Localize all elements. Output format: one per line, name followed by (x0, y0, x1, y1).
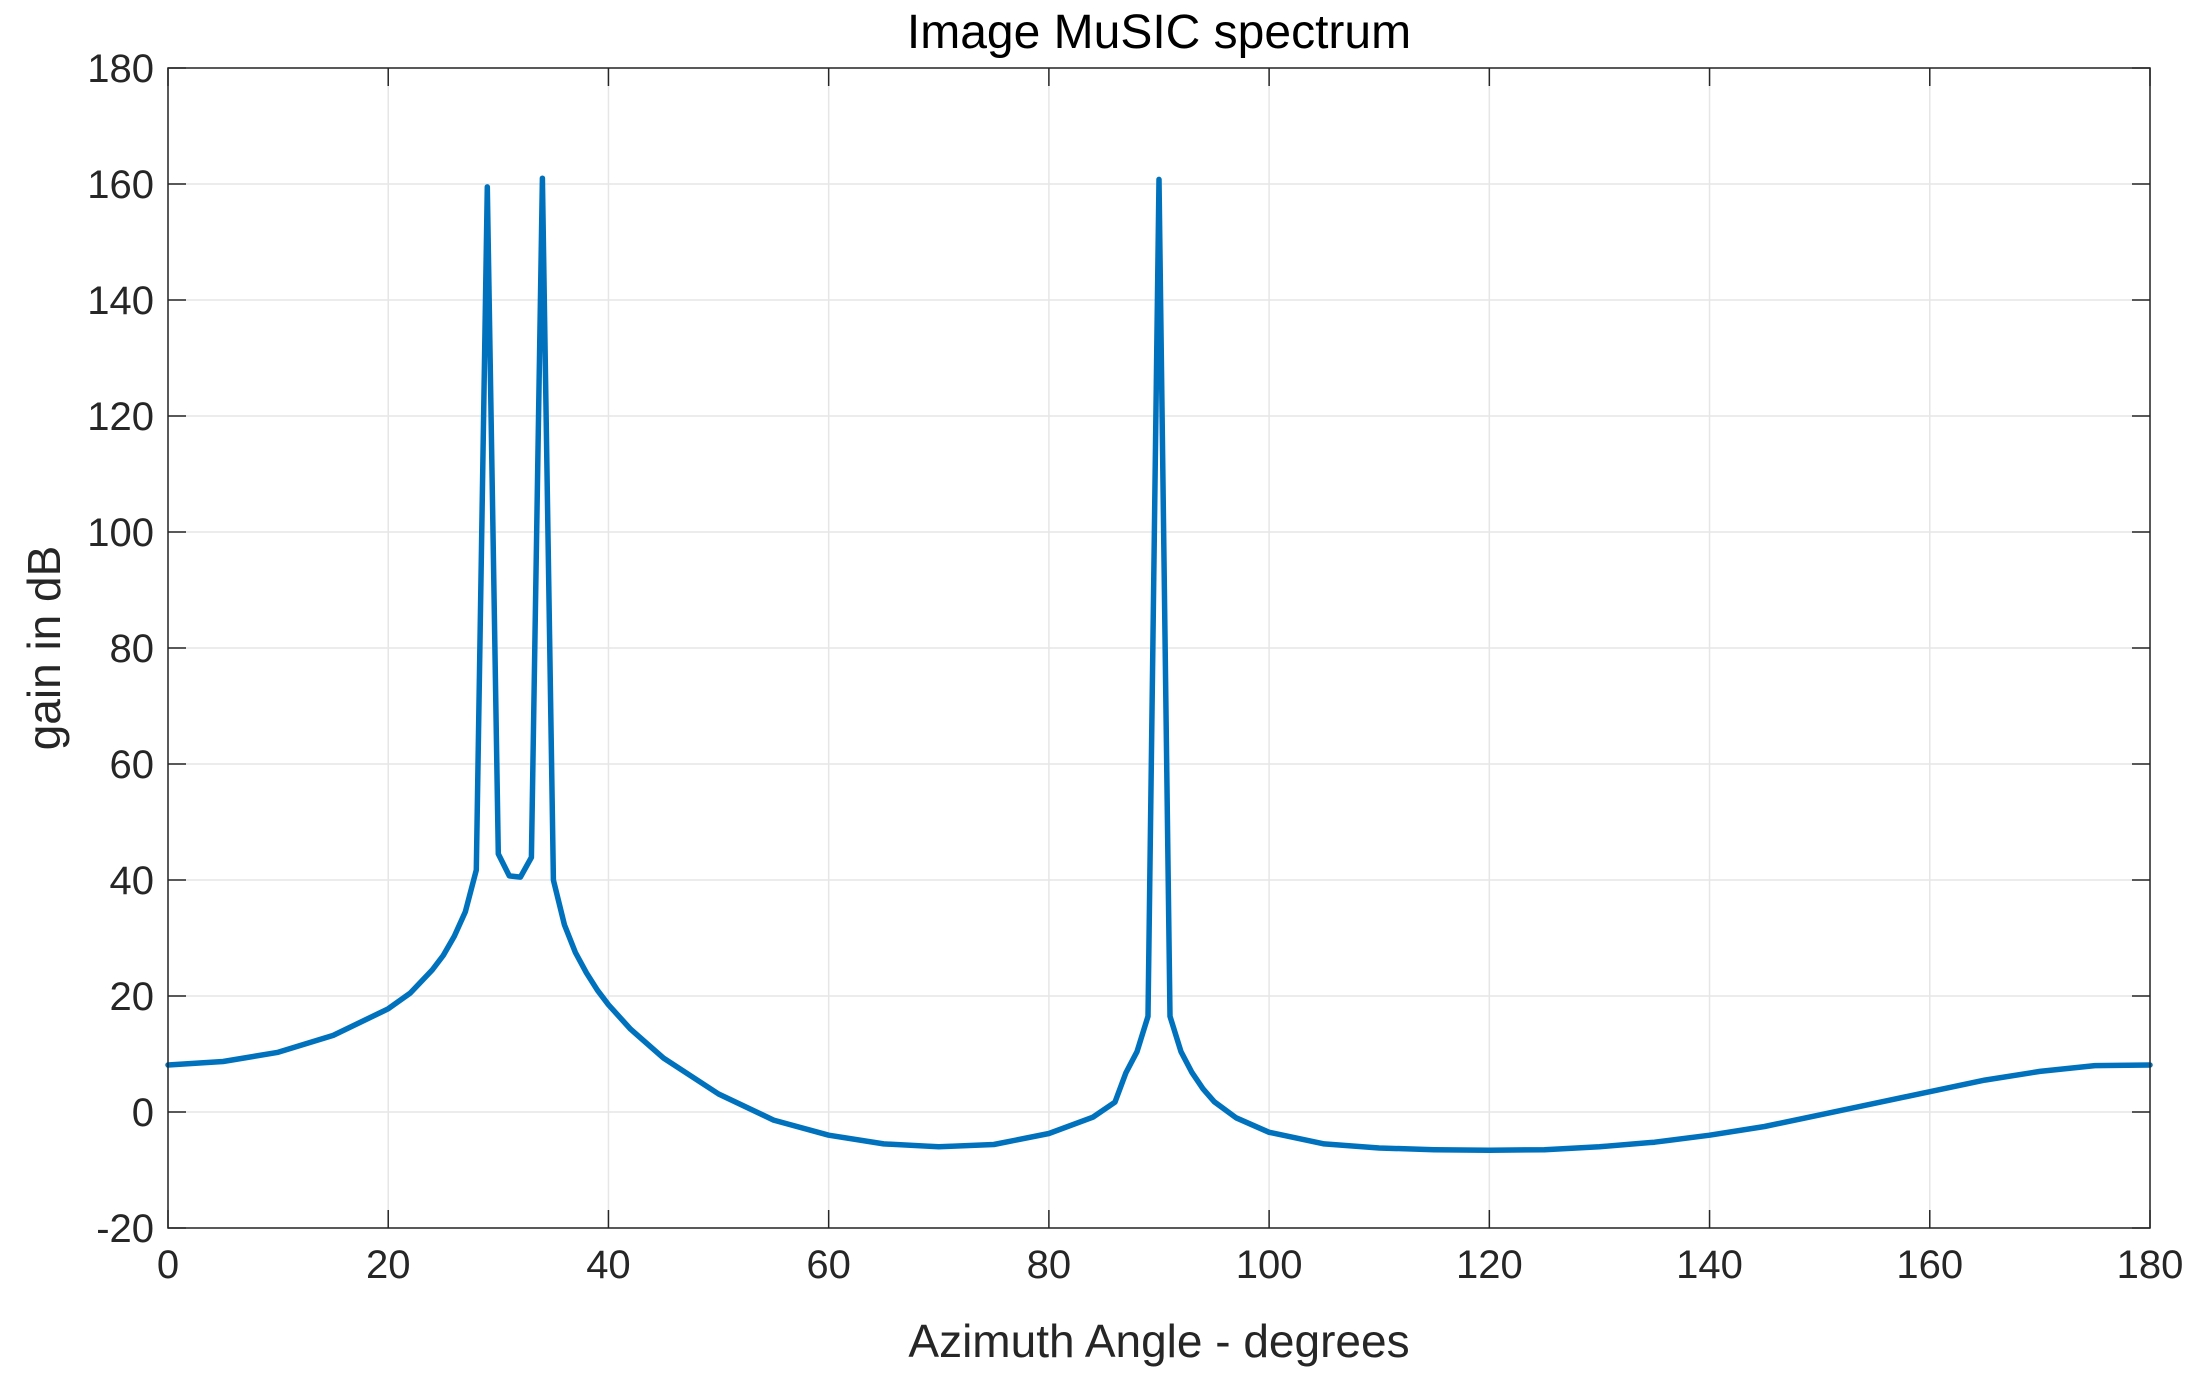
tick-labels: 0 20 40 60 80 100 120 140 160 180-200204060801001… (87, 47, 2183, 1287)
y-tick-label: 80 (110, 627, 155, 671)
y-tick-label: -20 (96, 1207, 154, 1251)
series-layer (165, 175, 2153, 1154)
y-tick-label: 40 (110, 859, 155, 903)
y-tick-label: 120 (87, 395, 154, 439)
x-axis-title: Azimuth Angle - degrees (908, 1315, 1409, 1367)
y-tick-label: 20 (110, 975, 155, 1019)
x-tick-label: 120 (1456, 1243, 1523, 1287)
x-tick-label: 160 (1896, 1243, 1963, 1287)
x-tick-label: 180 (2117, 1243, 2184, 1287)
y-tick-label: 100 (87, 511, 154, 555)
x-tick-label: 40 (586, 1243, 631, 1287)
y-tick-label: 0 (132, 1091, 154, 1135)
y-axis-title: gain in dB (18, 546, 70, 751)
y-tick-label: 60 (110, 743, 155, 787)
y-tick-label: 160 (87, 163, 154, 207)
x-tick-label: 0 (157, 1243, 179, 1287)
plot-frame (167, 67, 2151, 1229)
y-tick-label: 140 (87, 279, 154, 323)
series-line (165, 175, 2153, 1154)
x-tick-label: 60 (806, 1243, 851, 1287)
y-tick-label: 180 (87, 47, 154, 91)
x-tick-label: 140 (1676, 1243, 1743, 1287)
x-tick-label: 20 (366, 1243, 411, 1287)
x-tick-label: 80 (1027, 1243, 1072, 1287)
x-tick-label: 100 (1236, 1243, 1303, 1287)
chart-title: Image MuSIC spectrum (907, 6, 1411, 59)
